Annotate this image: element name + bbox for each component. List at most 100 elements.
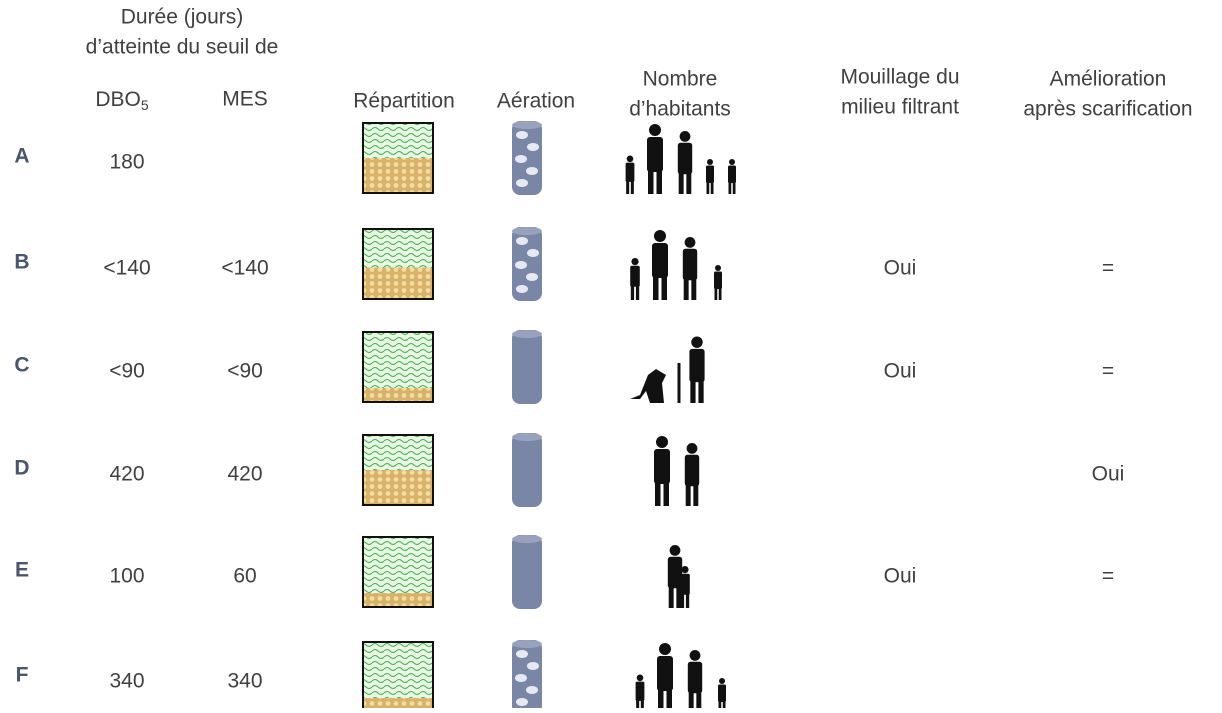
person-leg xyxy=(648,164,654,194)
person-head xyxy=(689,650,701,661)
person-leg xyxy=(693,479,699,506)
aeration-column xyxy=(512,227,542,301)
filter-water xyxy=(363,332,433,388)
row: B <140 <140 Oui = xyxy=(14,227,1114,301)
person-head xyxy=(684,237,696,248)
person-leg xyxy=(710,179,714,194)
cell-dbo: <90 xyxy=(109,360,145,383)
person-leg xyxy=(658,683,664,713)
row-id: A xyxy=(14,145,29,168)
filter-sand xyxy=(363,388,433,402)
aeration-hole xyxy=(515,155,527,163)
aeration-top xyxy=(512,640,542,648)
aeration-hole xyxy=(526,686,538,694)
dog xyxy=(630,369,666,403)
header: Durée (jours) d’atteinte du seuil de DBO… xyxy=(86,6,1193,121)
person-body xyxy=(635,681,645,701)
header-text: DBO5 xyxy=(95,88,149,113)
cell-mouillage: Oui xyxy=(884,360,917,383)
aeration-column xyxy=(512,535,542,609)
header-text: Aération xyxy=(497,90,575,113)
filter-sand xyxy=(363,267,433,299)
person-leg xyxy=(676,581,682,608)
header-text: Répartition xyxy=(353,90,455,113)
header-text: DBO xyxy=(95,88,141,111)
person-head xyxy=(715,265,721,271)
header-text: après scarification xyxy=(1023,98,1192,121)
aeration-hole xyxy=(516,131,528,139)
person-leg xyxy=(718,285,722,300)
row: F 340 340 xyxy=(16,640,726,713)
person-body xyxy=(684,454,700,487)
person-leg xyxy=(653,270,659,300)
aeration-hole xyxy=(516,237,528,245)
aeration-top xyxy=(512,535,542,543)
filter-sand xyxy=(363,470,433,505)
cell-mes: 420 xyxy=(227,463,262,486)
person-leg xyxy=(655,476,661,506)
cell-amelioration: = xyxy=(1102,257,1114,280)
person-leg xyxy=(666,683,672,713)
person-leg xyxy=(722,698,726,713)
filter-frame xyxy=(362,228,434,300)
person-body xyxy=(682,248,698,281)
cell-mouillage: Oui xyxy=(884,565,917,588)
cell-mes: 340 xyxy=(227,670,262,693)
row: D 420 420 Oui xyxy=(14,433,1124,507)
header-text: Mouillage du xyxy=(840,66,959,89)
person-leg xyxy=(661,270,667,300)
aeration-hole xyxy=(527,249,539,257)
person-leg xyxy=(688,686,694,713)
cell-mes: <140 xyxy=(221,257,268,280)
person-body xyxy=(714,271,722,289)
header-text: d’habitants xyxy=(629,98,731,121)
person-body xyxy=(652,243,668,278)
header-text: Durée (jours) xyxy=(121,6,244,29)
aeration-hole xyxy=(526,273,538,281)
header-text: d’atteinte du seuil de xyxy=(86,36,279,59)
person-body xyxy=(689,348,705,383)
person-leg xyxy=(683,273,689,300)
person-head xyxy=(719,678,725,684)
aeration-top xyxy=(512,227,542,235)
person-head xyxy=(656,436,668,448)
person-leg xyxy=(656,164,662,194)
person-leg xyxy=(714,285,718,300)
cell-amelioration: Oui xyxy=(1092,463,1125,486)
aeration-column xyxy=(512,330,542,404)
aeration-hole xyxy=(516,650,528,658)
person-leg xyxy=(718,698,722,713)
aeration-hole xyxy=(527,662,539,670)
filter-water xyxy=(363,123,433,158)
person-body xyxy=(706,165,714,183)
person-leg xyxy=(690,375,696,403)
person-body xyxy=(657,656,673,691)
cell-mes: <90 xyxy=(227,360,263,383)
person-leg xyxy=(698,375,704,403)
person-body xyxy=(647,137,663,172)
person-head xyxy=(729,159,735,165)
cell-dbo: 100 xyxy=(109,565,144,588)
filter-water xyxy=(363,229,433,268)
person-leg xyxy=(686,167,692,194)
person-leg xyxy=(685,590,690,608)
aeration-hole xyxy=(515,261,527,269)
aeration-column xyxy=(512,433,542,507)
person-head xyxy=(626,155,634,163)
row: E 100 60 Oui = xyxy=(15,535,1114,609)
person-leg xyxy=(640,696,644,713)
person-body xyxy=(680,573,690,595)
person-body xyxy=(677,142,693,175)
person-head xyxy=(649,124,661,136)
person-body xyxy=(667,556,683,589)
aeration-column xyxy=(512,640,542,713)
person-leg xyxy=(630,282,635,300)
cell-amelioration: = xyxy=(1102,565,1114,588)
person-leg xyxy=(691,273,697,300)
person-head xyxy=(654,230,666,242)
person-head xyxy=(679,131,691,142)
filter-sand xyxy=(363,698,433,712)
cell-mes: 60 xyxy=(233,565,256,588)
filter-water xyxy=(363,435,433,470)
